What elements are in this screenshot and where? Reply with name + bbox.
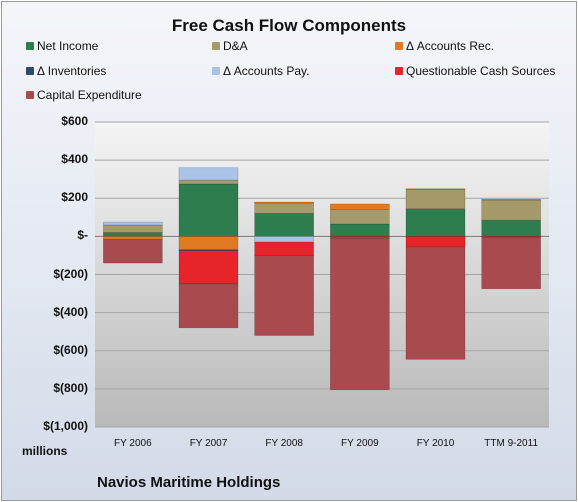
bar-segment — [254, 241, 314, 256]
legend-swatch — [212, 67, 220, 75]
y-tick-label: $- — [77, 228, 88, 243]
bar-segment — [481, 237, 541, 290]
bar-segment — [481, 219, 541, 237]
company-caption: Navios Maritime Holdings — [97, 474, 281, 491]
bar-segment — [103, 236, 163, 240]
legend-item-inventories: Δ Inventories — [26, 64, 106, 78]
bar-segment — [103, 224, 163, 233]
bar-segment — [178, 250, 239, 285]
bar-segment — [405, 246, 466, 360]
x-tick-label: TTM 9-2011 — [484, 438, 539, 449]
bar-segment — [481, 199, 541, 221]
bar-segment — [254, 213, 314, 237]
y-tick-label: $200 — [61, 190, 88, 205]
bar-segment — [330, 237, 390, 391]
legend-label: Δ Accounts Pay. — [223, 64, 310, 78]
legend-item-accounts-pay: Δ Accounts Pay. — [212, 64, 310, 78]
bar-segment — [254, 236, 314, 243]
x-tick-label: FY 2010 — [416, 438, 455, 449]
chart-title: Free Cash Flow Components — [171, 16, 407, 35]
y-tick-label: $(400) — [53, 304, 88, 319]
bar-segment — [405, 189, 466, 210]
bar-segment — [178, 236, 239, 251]
bar-segment — [254, 202, 314, 214]
bar-segment — [330, 223, 390, 237]
legend-swatch — [212, 42, 220, 50]
bar-segment — [178, 183, 239, 237]
bar-segment — [178, 283, 239, 329]
y-tick-label: $(1,000) — [43, 419, 88, 433]
legend-item-questionable-cash: Questionable Cash Sources — [395, 64, 555, 78]
bar-segment — [103, 232, 163, 237]
bar-segment — [405, 236, 466, 248]
legend-item-capex: Capital Expenditure — [26, 88, 142, 102]
legend-swatch — [26, 67, 34, 75]
legend-item-net-income: Net Income — [26, 39, 98, 53]
bar-segment — [178, 167, 239, 181]
y-tick-label: $400 — [61, 152, 88, 167]
x-tick-label: FY 2006 — [114, 438, 152, 449]
x-tick-label: FY 2009 — [341, 438, 379, 449]
x-tick-label: FY 2008 — [265, 438, 303, 449]
legend-label: Δ Accounts Rec. — [406, 39, 495, 53]
bar-segment — [330, 209, 390, 225]
bar-segment — [254, 201, 314, 204]
legend-swatch — [26, 42, 34, 50]
legend-swatch — [395, 67, 403, 75]
y-tick-label: $(600) — [53, 342, 88, 357]
bar-segment — [178, 179, 239, 185]
legend-item-accounts-rec: Δ Accounts Rec. — [395, 39, 494, 53]
legend-label: Questionable Cash Sources — [406, 64, 556, 78]
y-tick-label: $(800) — [53, 380, 88, 395]
legend-label: Net Income — [37, 39, 99, 53]
legend-label: Δ Inventories — [37, 64, 107, 78]
units-label: millions — [22, 444, 68, 458]
bar-segment — [330, 203, 390, 210]
legend-label: Capital Expenditure — [37, 88, 142, 102]
bar-segment — [103, 238, 163, 264]
bar-segment — [405, 208, 466, 237]
bar-segment — [254, 255, 314, 336]
y-tick-label: $(200) — [53, 266, 88, 281]
legend-item-da: D&A — [212, 39, 248, 53]
bar-segment — [103, 221, 163, 226]
y-tick-label: $600 — [61, 114, 88, 128]
legend-swatch — [395, 42, 403, 50]
legend-label: D&A — [223, 39, 248, 53]
bar-segment — [405, 188, 466, 190]
x-tick-label: FY 2007 — [189, 438, 228, 449]
legend-swatch — [26, 91, 34, 99]
bar-segment — [481, 198, 541, 201]
